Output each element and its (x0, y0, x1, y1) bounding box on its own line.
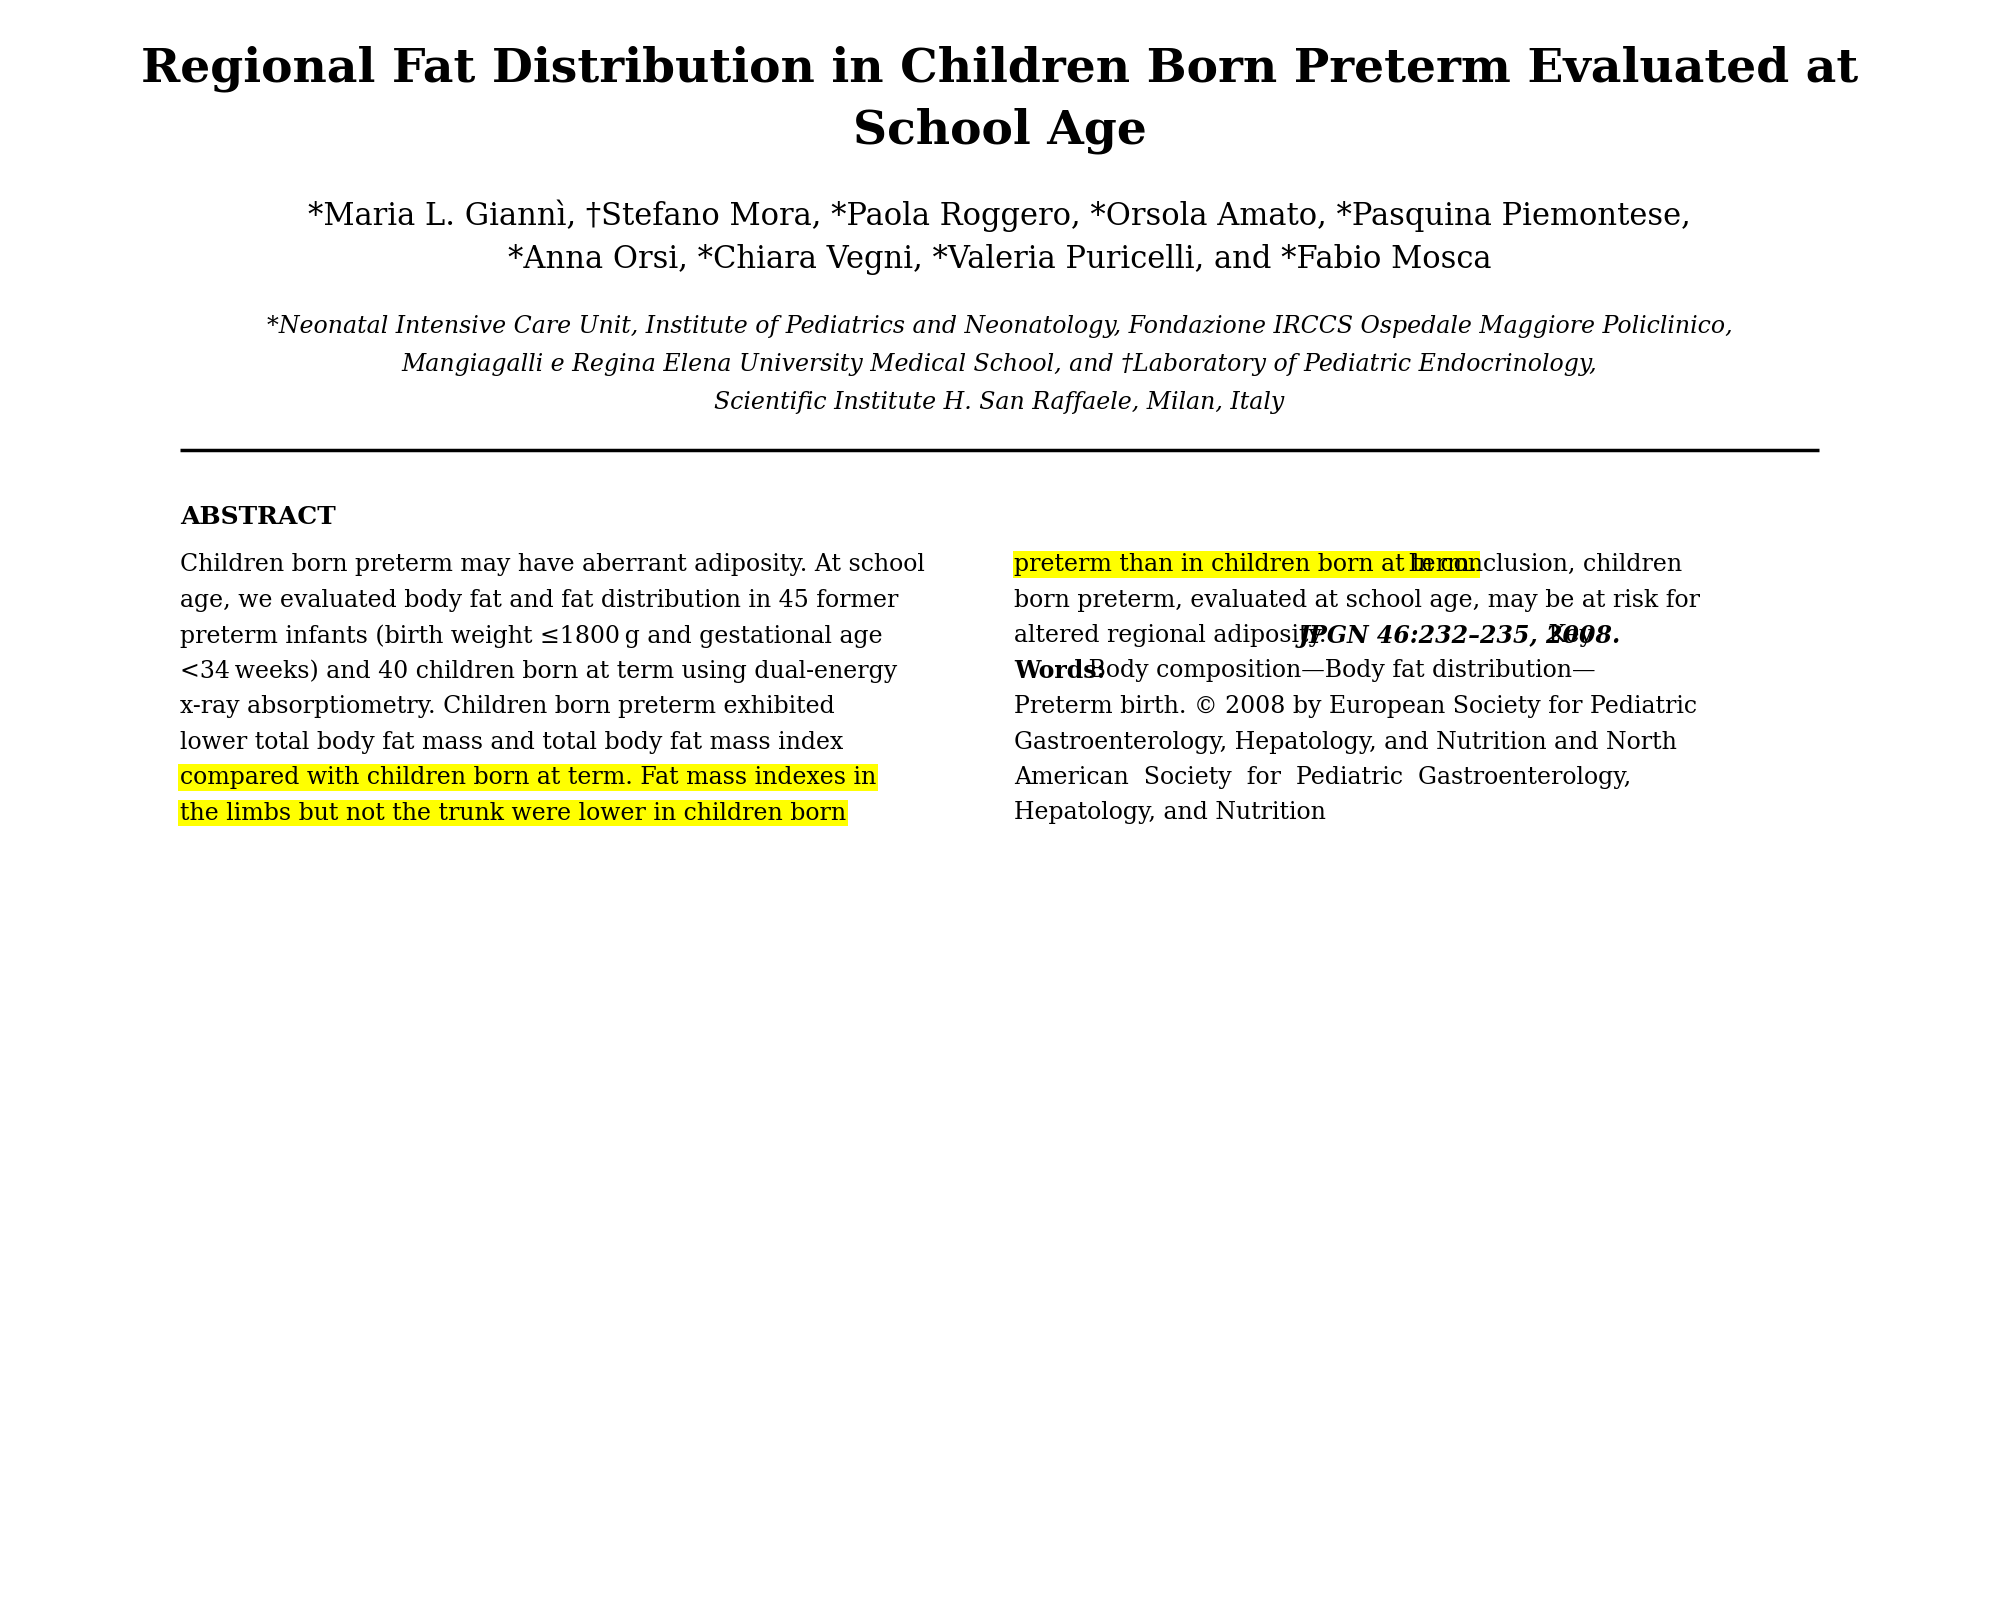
Text: JPGN 46:232–235, 2008.: JPGN 46:232–235, 2008. (1299, 624, 1620, 648)
Text: lower total body fat mass and total body fat mass index: lower total body fat mass and total body… (180, 730, 843, 754)
Text: Preterm birth. © 2008 by European Society for Pediatric: Preterm birth. © 2008 by European Societ… (1015, 695, 1696, 719)
Text: Scientific Institute H. San Raffaele, Milan, Italy: Scientific Institute H. San Raffaele, Mi… (713, 391, 1285, 414)
Text: American  Society  for  Pediatric  Gastroenterology,: American Society for Pediatric Gastroent… (1015, 767, 1630, 789)
Text: preterm infants (birth weight ≤1800 g and gestational age: preterm infants (birth weight ≤1800 g an… (180, 624, 883, 648)
Text: Hepatology, and Nutrition: Hepatology, and Nutrition (1015, 802, 1327, 824)
Text: <34 weeks) and 40 children born at term using dual-energy: <34 weeks) and 40 children born at term … (180, 659, 897, 683)
Text: x-ray absorptiometry. Children born preterm exhibited: x-ray absorptiometry. Children born pret… (180, 695, 835, 719)
Text: ABSTRACT: ABSTRACT (180, 505, 336, 529)
Text: age, we evaluated body fat and fat distribution in 45 former: age, we evaluated body fat and fat distr… (180, 589, 897, 611)
Text: preterm than in children born at term.: preterm than in children born at term. (1015, 553, 1477, 576)
Text: Children born preterm may have aberrant adiposity. At school: Children born preterm may have aberrant … (180, 553, 925, 576)
Text: Key: Key (1540, 624, 1592, 646)
Text: School Age: School Age (851, 107, 1147, 154)
Text: the limbs but not the trunk were lower in children born: the limbs but not the trunk were lower i… (180, 802, 845, 824)
Text: born preterm, evaluated at school age, may be at risk for: born preterm, evaluated at school age, m… (1015, 589, 1700, 611)
Text: altered regional adiposity.: altered regional adiposity. (1015, 624, 1335, 646)
Text: Gastroenterology, Hepatology, and Nutrition and North: Gastroenterology, Hepatology, and Nutrit… (1015, 730, 1676, 754)
Text: Regional Fat Distribution in Children Born Preterm Evaluated at: Regional Fat Distribution in Children Bo… (140, 45, 1858, 91)
Text: *Maria L. Giannì, †Stefano Mora, *Paola Roggero, *Orsola Amato, *Pasquina Piemon: *Maria L. Giannì, †Stefano Mora, *Paola … (308, 200, 1690, 233)
Text: *Anna Orsi, *Chiara Vegni, *Valeria Puricelli, and *Fabio Mosca: *Anna Orsi, *Chiara Vegni, *Valeria Puri… (507, 244, 1491, 274)
Text: Body composition—Body fat distribution—: Body composition—Body fat distribution— (1081, 659, 1594, 682)
Text: In conclusion, children: In conclusion, children (1401, 553, 1680, 576)
Text: compared with children born at term. Fat mass indexes in: compared with children born at term. Fat… (180, 767, 875, 789)
Text: Mangiagalli e Regina Elena University Medical School, and †Laboratory of Pediatr: Mangiagalli e Regina Elena University Me… (402, 353, 1596, 375)
Text: *Neonatal Intensive Care Unit, Institute of Pediatrics and Neonatology, Fondazio: *Neonatal Intensive Care Unit, Institute… (266, 314, 1732, 338)
Text: Words:: Words: (1015, 659, 1105, 683)
